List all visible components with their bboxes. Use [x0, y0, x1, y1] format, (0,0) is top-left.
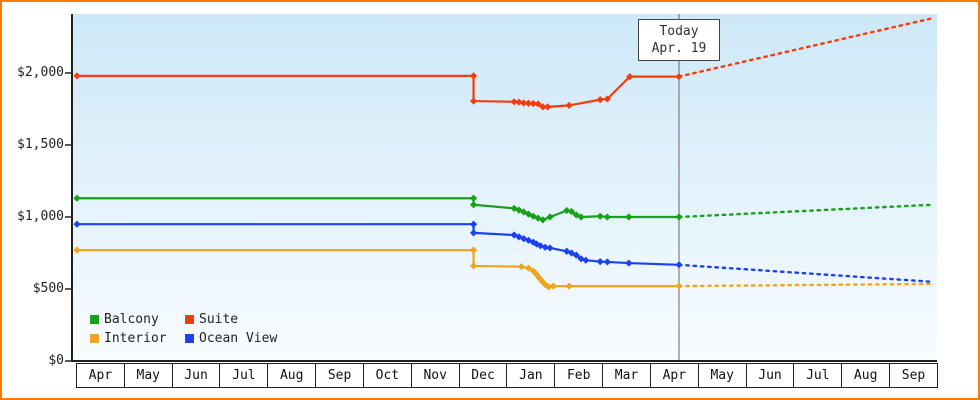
month-cell: Aug — [841, 363, 891, 388]
month-cell: Jun — [745, 363, 795, 388]
legend-label-suite: Suite — [199, 312, 239, 327]
month-cell: Dec — [458, 363, 508, 388]
y-axis-label: $1,000 — [17, 209, 64, 224]
legend-label-interior: Interior — [104, 331, 167, 346]
y-axis-label: $500 — [32, 281, 64, 296]
today-date: Apr. 19 — [651, 41, 707, 56]
suite-swatch-icon — [185, 315, 194, 324]
month-cell: Jul — [219, 363, 269, 388]
legend-label-ocean-view: Ocean View — [199, 331, 278, 346]
legend-item-ocean-view: Ocean View — [185, 329, 277, 348]
legend-item-interior: Interior — [90, 329, 185, 348]
month-cell: May — [123, 363, 173, 388]
balcony-swatch-icon — [90, 315, 99, 324]
today-label: Today — [659, 24, 699, 39]
month-cell: Sep — [889, 363, 938, 388]
legend-item-balcony: Balcony — [90, 310, 185, 329]
legend-label-balcony: Balcony — [104, 312, 159, 327]
ocean-view-swatch-icon — [185, 334, 194, 343]
month-cell: Aug — [267, 363, 317, 388]
legend: Balcony Suite Interior Ocean View — [90, 310, 277, 348]
legend-item-suite: Suite — [185, 310, 277, 329]
month-cell: Apr — [76, 363, 125, 388]
month-cell: Jul — [793, 363, 843, 388]
month-cell: May — [697, 363, 747, 388]
interior-swatch-icon — [90, 334, 99, 343]
y-axis-label: $1,500 — [17, 137, 64, 152]
month-axis: Apr May Jun Jul Aug Sep Oct Nov Dec Jan Feb Mar Apr M… — [76, 363, 938, 388]
month-cell: Jun — [171, 363, 221, 388]
month-cell: Apr — [649, 363, 699, 388]
month-cell: Sep — [315, 363, 364, 388]
today-box: Today Apr. 19 — [638, 19, 720, 61]
month-cell: Nov — [410, 363, 460, 388]
month-cell: Feb — [554, 363, 604, 388]
month-cell: Oct — [362, 363, 412, 388]
month-cell: Mar — [602, 363, 651, 388]
month-cell: Jan — [506, 363, 556, 388]
y-axis-label: $0 — [48, 353, 64, 368]
y-axis-label: $2,000 — [17, 65, 64, 80]
